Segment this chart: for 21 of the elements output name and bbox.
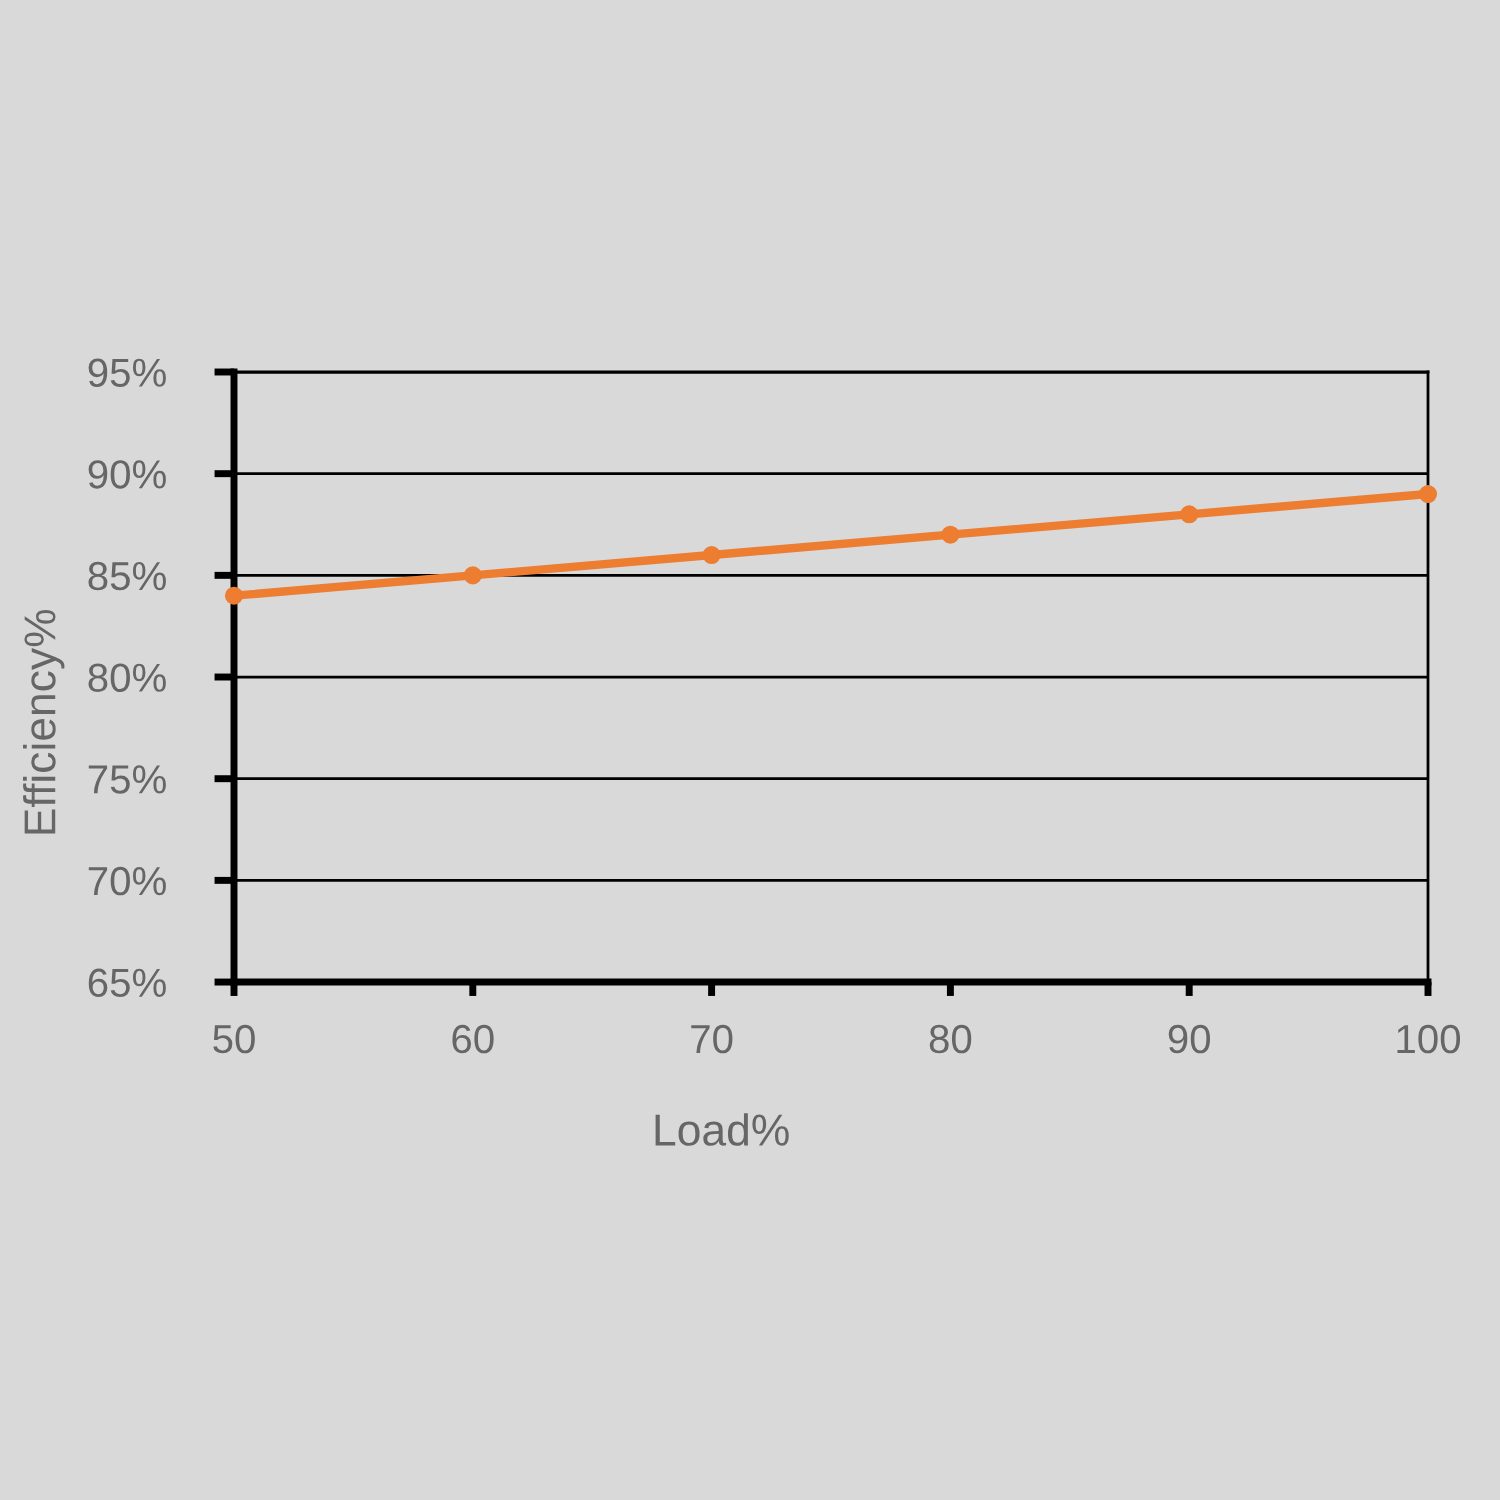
point bbox=[702, 545, 721, 565]
y-tick-label: 80% bbox=[88, 663, 166, 693]
x-tick-label: 70 bbox=[691, 1024, 733, 1054]
point bbox=[1418, 484, 1438, 504]
y-tick-label: 85% bbox=[88, 561, 166, 591]
y-tick-label: 90% bbox=[88, 460, 166, 489]
x-tick-label: 100 bbox=[1397, 1024, 1461, 1054]
y-tick-label: 95% bbox=[88, 358, 166, 387]
y-tick-label: 75% bbox=[88, 765, 166, 794]
x-axis-title: Load% bbox=[655, 1113, 789, 1146]
x-tick-label: 60 bbox=[452, 1024, 494, 1054]
x-tick-label: 80 bbox=[929, 1024, 972, 1054]
x-tick-label: 90 bbox=[1168, 1024, 1211, 1054]
y-axis-title: Efficiency% bbox=[23, 609, 65, 834]
point bbox=[941, 525, 960, 544]
point bbox=[224, 586, 244, 605]
y-tick-label: 65% bbox=[88, 968, 166, 998]
point bbox=[463, 566, 482, 585]
y-tick-label: 70% bbox=[88, 866, 166, 896]
point bbox=[1180, 505, 1199, 524]
x-tick-label: 50 bbox=[213, 1024, 255, 1054]
